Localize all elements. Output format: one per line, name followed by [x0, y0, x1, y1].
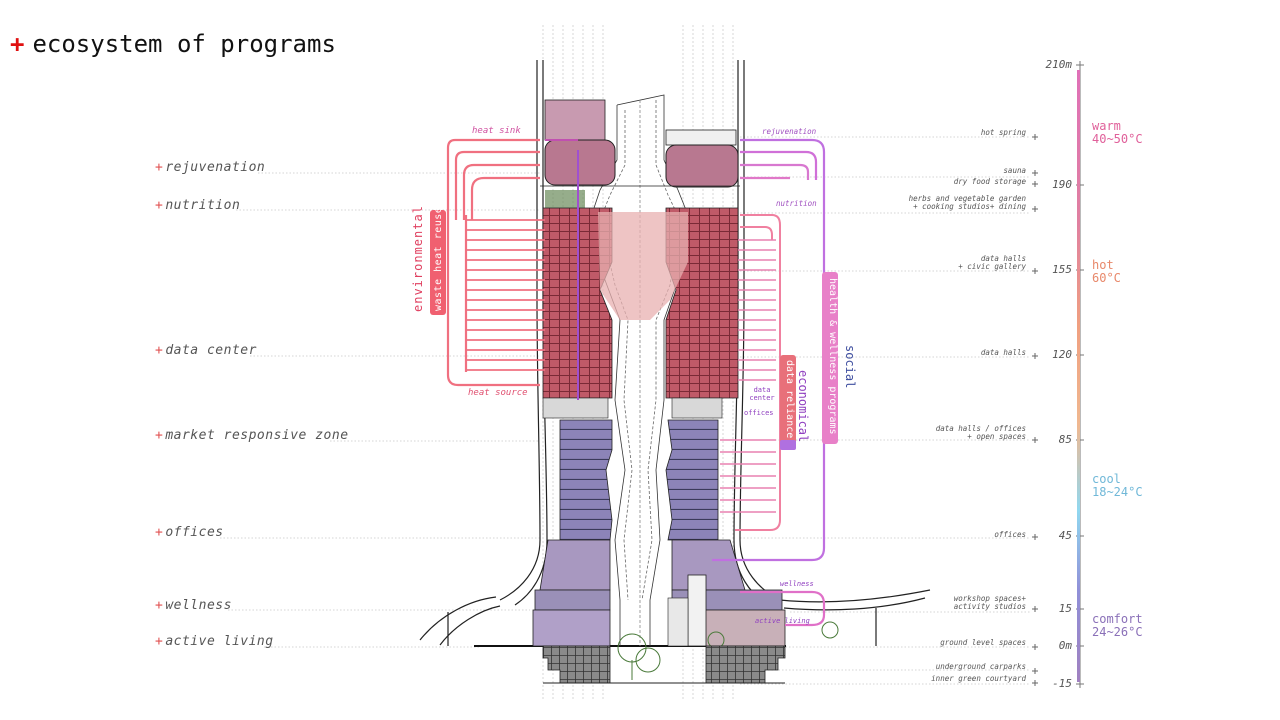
- plus-icon: +: [155, 525, 164, 540]
- level-210: 210m: [1045, 58, 1073, 71]
- left-leaders: [220, 172, 540, 648]
- label-health-wellness: health & wellness programs: [827, 278, 838, 435]
- note-herbs-garden: herbs and vegetable garden: [908, 194, 1026, 203]
- label-data-center-flow: data center: [749, 386, 775, 402]
- note-hot-spring: hot spring: [980, 128, 1026, 137]
- plus-icon: +: [155, 160, 164, 175]
- note-workshop-spaces: workshop spaces+: [953, 594, 1026, 603]
- program-label-text: rejuvenation: [165, 160, 266, 175]
- temp-name: cool: [1092, 472, 1121, 486]
- level-120: 120: [1052, 348, 1072, 361]
- label-wellness-flow: wellness: [780, 580, 814, 588]
- temp-range: 60°C: [1092, 271, 1121, 285]
- wellness-left: [539, 539, 611, 591]
- temp-warm: warm 40~50°C: [1092, 120, 1143, 146]
- title-plus-icon: +: [10, 30, 25, 58]
- program-label-rejuvenation: + rejuvenation: [155, 160, 265, 175]
- right-leaders: [740, 136, 1030, 685]
- temp-hot: hot 60°C: [1092, 259, 1121, 285]
- level-45: 45: [1058, 529, 1072, 542]
- label-active-living-flow: active living: [755, 617, 810, 625]
- temperature-gradient-bar: [1077, 70, 1080, 682]
- underground-carpark: [542, 645, 611, 684]
- note-activity-studios: activity studios: [953, 602, 1026, 611]
- label-environmental: environmental: [411, 205, 425, 312]
- right-plus-marks: [1032, 134, 1038, 686]
- top-right-pod: [665, 129, 737, 146]
- page-title: + ecosystem of programs: [10, 30, 336, 58]
- economical-tag: [780, 440, 796, 450]
- top-left-pod: [544, 99, 606, 141]
- economical-flow-rungs: [720, 239, 776, 513]
- plus-icon: +: [155, 343, 164, 358]
- active-living-left: [532, 609, 611, 647]
- level-190: 190: [1052, 178, 1072, 191]
- temp-name: comfort: [1092, 612, 1143, 626]
- note-data-halls-1: data halls: [980, 254, 1026, 263]
- label-social: social: [843, 345, 857, 389]
- program-label-text: nutrition: [165, 198, 241, 213]
- level-0: 0m: [1058, 639, 1072, 652]
- temp-name: warm: [1092, 119, 1121, 133]
- label-waste-heat-reuse: waste heat reuse: [433, 206, 444, 311]
- program-label-offices: + offices: [155, 525, 224, 540]
- program-label-market-responsive-zone: + market responsive zone: [155, 428, 349, 443]
- note-offices: offices: [994, 530, 1026, 539]
- plus-icon: +: [155, 198, 164, 213]
- level-minus-15: -15: [1052, 677, 1072, 690]
- program-label-active-living: + active living: [155, 634, 274, 649]
- note-ground-level: ground level spaces: [940, 638, 1026, 647]
- waste-heat-reuse-tag: [430, 210, 446, 315]
- note-dry-food-storage: dry food storage: [953, 177, 1026, 186]
- data-reliance-tag: [780, 355, 796, 445]
- plus-icon: +: [155, 598, 164, 613]
- temp-name: hot: [1092, 258, 1114, 272]
- note-underground-carparks: underground carparks: [935, 662, 1026, 671]
- program-label-text: data center: [165, 343, 257, 358]
- note-data-halls-offices: data halls / offices: [935, 424, 1026, 433]
- temp-range: 24~26°C: [1092, 625, 1143, 639]
- program-label-wellness: + wellness: [155, 598, 232, 613]
- active-living-right: [704, 609, 786, 647]
- health-wellness-tag: [822, 272, 838, 444]
- plus-icon: +: [155, 428, 164, 443]
- level-155: 155: [1052, 263, 1072, 276]
- label-rejuvenation-flow: rejuvenation: [762, 127, 817, 136]
- program-label-text: offices: [165, 525, 224, 540]
- label-data-reliance: data reliance: [784, 360, 795, 439]
- environmental-flow-rungs: [466, 219, 545, 371]
- program-label-text: active living: [165, 634, 274, 649]
- label-nutrition-flow: nutrition: [776, 199, 817, 208]
- note-civic-gallery: + civic gallery: [958, 262, 1026, 271]
- atrium-gallery: [598, 212, 688, 320]
- program-label-text: market responsive zone: [165, 428, 349, 443]
- program-label-text: wellness: [165, 598, 232, 613]
- label-economical: economical: [796, 370, 810, 443]
- level-85: 85: [1058, 433, 1072, 446]
- plus-icon: +: [155, 634, 164, 649]
- label-heat-source: heat source: [468, 388, 528, 398]
- program-label-nutrition: + nutrition: [155, 198, 240, 213]
- label-heat-sink: heat sink: [472, 126, 521, 136]
- offices-left: [559, 419, 613, 541]
- note-sauna: sauna: [1003, 166, 1026, 175]
- program-label-data-center: + data center: [155, 343, 257, 358]
- temp-comfort: comfort 24~26°C: [1092, 613, 1143, 639]
- note-data-halls-2: data halls: [980, 348, 1026, 357]
- temp-range: 18~24°C: [1092, 485, 1143, 499]
- label-offices-flow: offices: [744, 409, 774, 417]
- offices-right: [665, 419, 719, 541]
- level-15: 15: [1058, 602, 1072, 615]
- note-inner-courtyard: inner green courtyard: [931, 674, 1026, 683]
- environmental-flow-loops: [446, 138, 540, 387]
- note-open-spaces: + open spaces: [967, 432, 1026, 441]
- economical-flow-loops: [735, 214, 781, 531]
- temp-range: 40~50°C: [1092, 132, 1143, 146]
- temp-cool: cool 18~24°C: [1092, 473, 1143, 499]
- title-text: ecosystem of programs: [32, 30, 336, 58]
- note-cooking-dining: + cooking studios+ dining: [913, 202, 1026, 211]
